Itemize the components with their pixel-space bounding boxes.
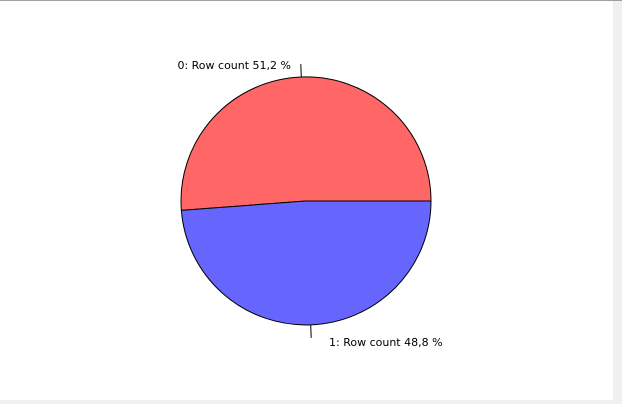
slice-label-1: 1: Row count 48,8 % (329, 336, 443, 349)
slice-label-0: 0: Row count 51,2 % (177, 59, 291, 72)
pie-slice-1 (180, 200, 432, 326)
right-panel-edge (613, 1, 622, 404)
bottom-panel-edge (0, 400, 613, 404)
pie-slices (180, 76, 432, 326)
pie-slice-0 (180, 76, 432, 211)
pie-labels: 0: Row count 51,2 % 1: Row count 48,8 % (177, 59, 442, 349)
top-border (0, 0, 622, 1)
